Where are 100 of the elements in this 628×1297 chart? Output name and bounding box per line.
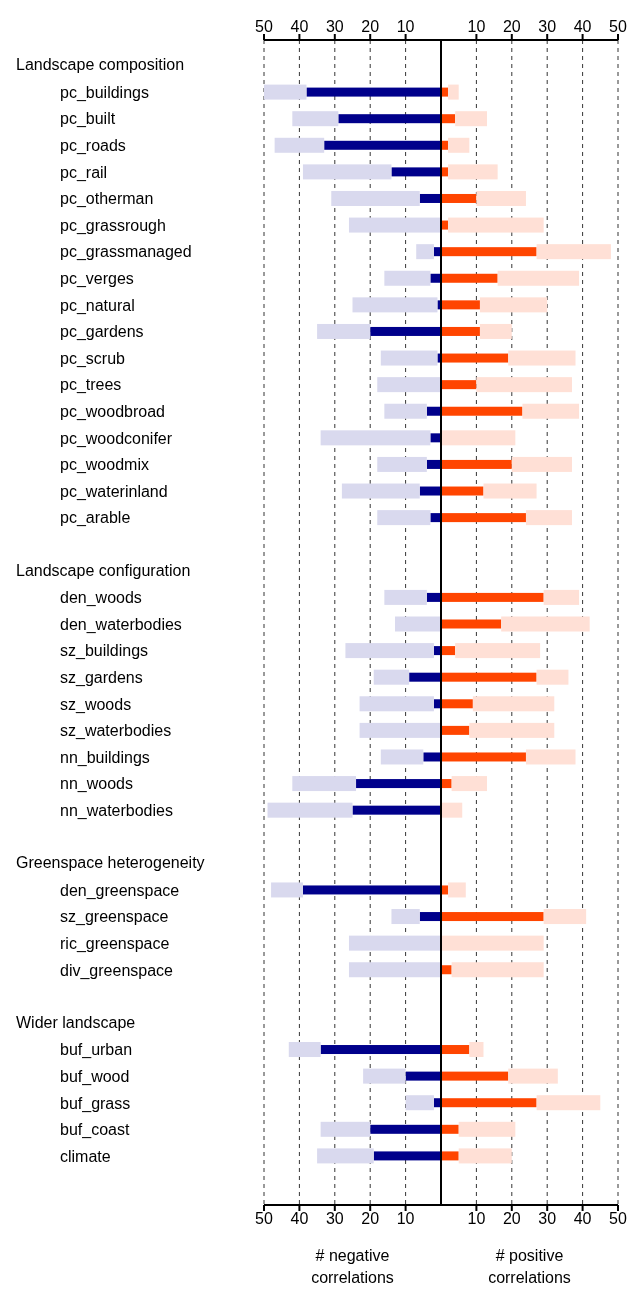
x2-tick-label: 30 xyxy=(325,1210,344,1228)
y-tick-label: pc_woodbroad xyxy=(60,403,165,422)
bar xyxy=(476,377,572,393)
bar xyxy=(543,589,580,605)
x2-tick-label: 30 xyxy=(538,1210,557,1228)
bar xyxy=(441,326,480,336)
text: Landscape composition xyxy=(16,55,185,76)
bar xyxy=(317,1148,374,1164)
bar xyxy=(441,353,509,363)
bar xyxy=(441,406,523,416)
y-tick-label: nn_woods xyxy=(60,775,133,794)
text: # positive correlations xyxy=(487,1246,572,1288)
bar xyxy=(359,722,441,738)
bar xyxy=(441,1045,470,1055)
bar xyxy=(448,164,498,180)
y-tick-label: sz_gardens xyxy=(60,668,143,687)
y-tick-label: pc_trees xyxy=(60,376,122,395)
bar xyxy=(441,193,477,203)
bar xyxy=(441,592,544,602)
text: # negative correlations xyxy=(310,1246,395,1288)
y-tick-label: buf_wood xyxy=(60,1067,130,1086)
y-tick-label: pc_woodmix xyxy=(60,456,149,475)
bar xyxy=(409,672,441,682)
y-tick-label: pc_buildings xyxy=(60,83,149,102)
bar xyxy=(302,885,441,895)
bar xyxy=(430,433,441,443)
bar xyxy=(394,616,441,632)
bar xyxy=(543,909,587,925)
bar xyxy=(264,84,307,100)
y-tick-label: sz_waterbodies xyxy=(60,722,172,741)
y-tick-label: pc_waterinland xyxy=(60,482,168,501)
bar xyxy=(348,962,441,978)
bar xyxy=(455,643,541,659)
x-tick-label: 50 xyxy=(609,18,627,35)
bar xyxy=(441,273,498,283)
x2-tick-label: 50 xyxy=(609,1210,627,1228)
bar xyxy=(451,962,544,978)
x2-tick-label: 40 xyxy=(290,1210,309,1228)
bar xyxy=(441,1124,459,1134)
bar xyxy=(426,406,441,416)
y-tick-label: nn_buildings xyxy=(60,748,150,767)
bar xyxy=(458,1121,516,1137)
bar xyxy=(426,592,441,602)
bar xyxy=(472,696,555,712)
bar xyxy=(384,589,427,605)
bar xyxy=(363,1068,406,1084)
y-tick-label: pc_roads xyxy=(60,137,126,156)
bar xyxy=(348,935,441,951)
bar xyxy=(469,1042,484,1058)
bar xyxy=(377,377,441,393)
bar xyxy=(497,270,580,286)
x2-tick-label: 20 xyxy=(361,1210,380,1228)
bar xyxy=(441,513,526,523)
x-tick-label: 40 xyxy=(290,18,309,35)
y-tick-label: pc_gardens xyxy=(60,323,144,342)
bar xyxy=(536,669,569,685)
bar xyxy=(476,190,526,206)
bar xyxy=(405,1095,434,1111)
bar xyxy=(370,1124,441,1134)
bar xyxy=(441,646,456,656)
y-tick-label: pc_rail xyxy=(60,163,108,182)
x-tick-label: 20 xyxy=(502,18,521,35)
bar xyxy=(522,403,580,419)
x2-tick-label: 10 xyxy=(396,1210,415,1228)
x2-tick-label: 10 xyxy=(467,1210,486,1228)
y-tick-label: pc_arable xyxy=(60,509,131,528)
x-tick-label: 50 xyxy=(255,18,273,35)
bar xyxy=(441,752,526,762)
bar xyxy=(479,297,548,313)
bar xyxy=(441,380,477,390)
bar xyxy=(536,244,611,260)
bar xyxy=(441,725,470,735)
bar xyxy=(419,912,441,922)
bar xyxy=(441,672,537,682)
bar xyxy=(373,669,410,685)
bar xyxy=(338,114,441,124)
x2-tick-label: 50 xyxy=(255,1210,273,1228)
bar xyxy=(320,1045,441,1055)
bar xyxy=(352,297,438,313)
y-tick-label: pc_woodconifer xyxy=(60,429,173,448)
bar xyxy=(441,935,544,951)
bar xyxy=(479,323,512,339)
bar xyxy=(469,722,555,738)
bar xyxy=(441,965,452,975)
bar xyxy=(288,1042,321,1058)
x-tick-label: 10 xyxy=(467,18,486,35)
y-tick-label: sz_buildings xyxy=(60,642,149,661)
x-tick-label: 10 xyxy=(396,18,415,35)
bar xyxy=(441,779,452,789)
x-tick-label: 20 xyxy=(361,18,380,35)
y-tick-label: buf_coast xyxy=(60,1121,130,1140)
y-tick-label: sz_woods xyxy=(60,695,132,714)
bar xyxy=(441,1098,537,1108)
bar xyxy=(377,456,427,472)
bar xyxy=(320,430,431,446)
bar xyxy=(441,430,516,446)
bar xyxy=(292,776,357,792)
bar xyxy=(384,270,431,286)
x-tick-label: 40 xyxy=(573,18,592,35)
y-tick-label: buf_grass xyxy=(60,1094,131,1113)
